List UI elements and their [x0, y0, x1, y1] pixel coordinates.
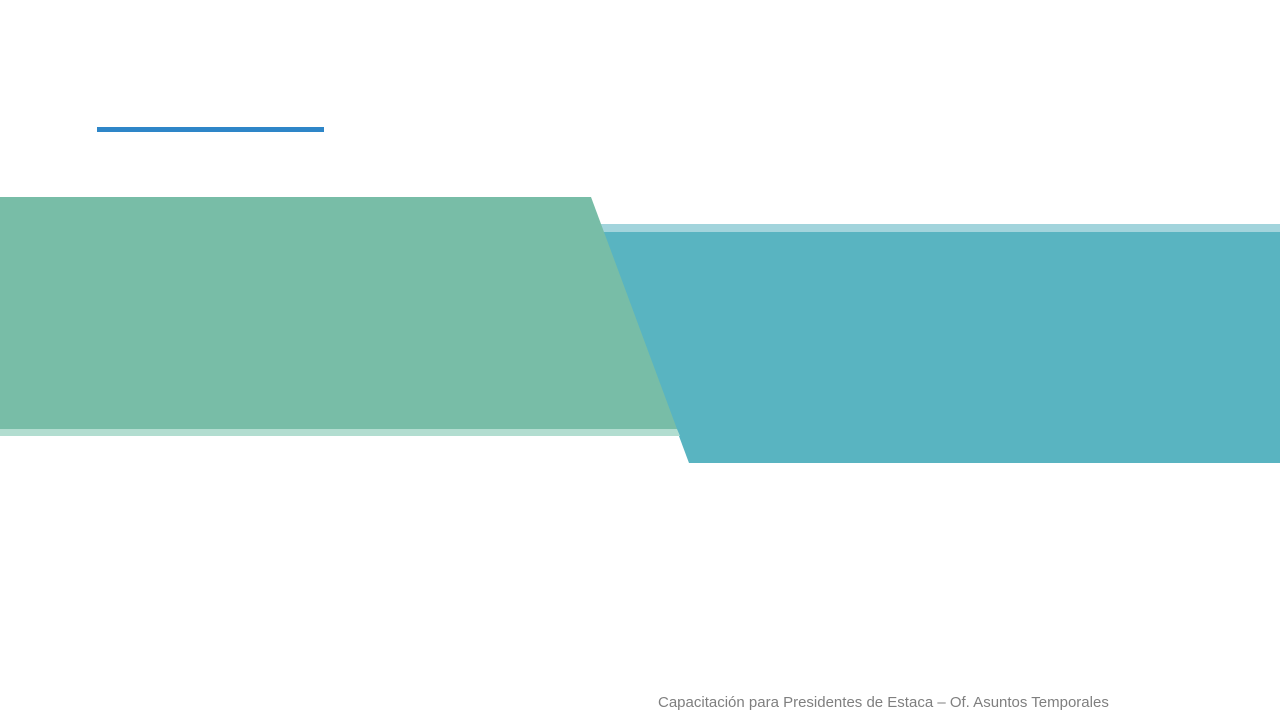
teal-band: [603, 232, 1280, 463]
green-band-edge: [0, 429, 680, 436]
teal-band-edge: [600, 224, 1280, 232]
green-band: [0, 197, 677, 429]
footer-text: Capacitación para Presidentes de Estaca …: [658, 694, 1109, 711]
title-accent-line: [97, 127, 324, 132]
